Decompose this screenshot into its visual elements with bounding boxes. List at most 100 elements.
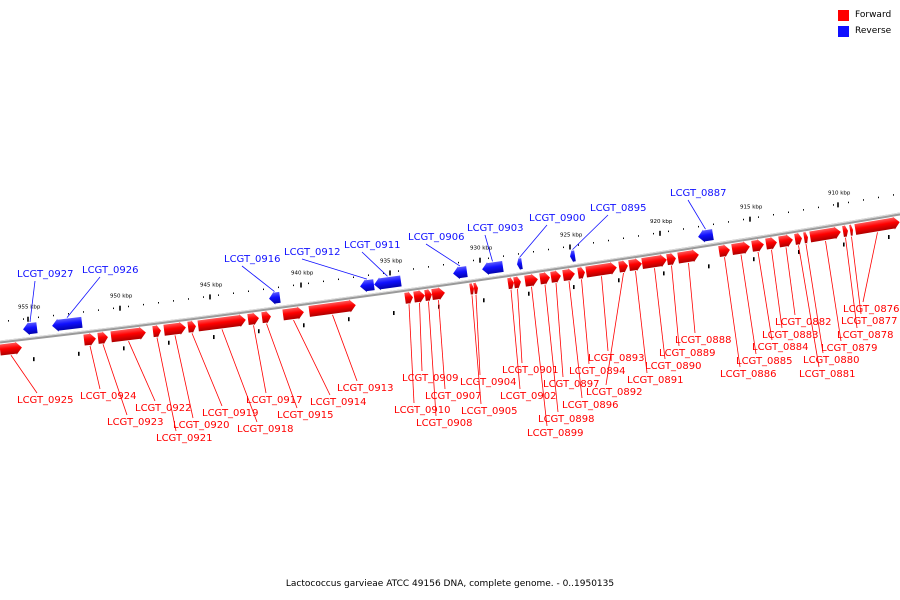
gene-label: LCGT_0879 bbox=[821, 343, 878, 354]
scale-tick: 945 kbp bbox=[200, 282, 223, 300]
gene-arrow bbox=[677, 249, 699, 264]
strand-mark bbox=[663, 271, 665, 276]
gene-arrow bbox=[765, 236, 777, 250]
leader-line bbox=[688, 262, 696, 334]
scale-minor-tick bbox=[128, 305, 129, 308]
gene-arrow bbox=[97, 331, 108, 345]
gene-label: LCGT_0902 bbox=[500, 391, 557, 402]
gene-label: LCGT_0910 bbox=[394, 405, 451, 416]
leader-line bbox=[253, 325, 267, 394]
strand-mark bbox=[753, 257, 755, 262]
gene-label: LCGT_0916 bbox=[224, 254, 281, 265]
gene-label: LCGT_0894 bbox=[569, 366, 626, 377]
scale-minor-tick bbox=[563, 246, 564, 249]
leader-line bbox=[408, 304, 415, 404]
leader-line bbox=[519, 224, 548, 258]
genome-backbone-highlight bbox=[0, 212, 900, 342]
scale-tick-label: 930 kbp bbox=[470, 246, 493, 252]
gene-arrow bbox=[0, 341, 22, 356]
gene-label: LCGT_0909 bbox=[402, 373, 459, 384]
scale-minor-tick bbox=[833, 204, 834, 206]
gene-arrow bbox=[809, 226, 841, 243]
scale-tick-label: 945 kbp bbox=[200, 282, 223, 288]
leader-line bbox=[425, 243, 461, 267]
scale-minor-tick bbox=[593, 242, 594, 244]
strand-mark bbox=[168, 340, 170, 345]
leader-line bbox=[825, 240, 842, 342]
leader-line bbox=[740, 254, 757, 355]
scale-minor-tick bbox=[518, 253, 519, 255]
gene-label: LCGT_0893 bbox=[588, 353, 645, 364]
scale-minor-tick bbox=[398, 270, 399, 272]
scale-tick: 925 kbp bbox=[560, 233, 583, 250]
gene-label: LCGT_0881 bbox=[799, 369, 856, 380]
gene-label: LCGT_0884 bbox=[752, 342, 809, 353]
scale-minor-tick bbox=[728, 221, 729, 223]
leader-line bbox=[156, 337, 177, 432]
gene-arrow bbox=[731, 241, 750, 255]
strand-mark bbox=[33, 357, 35, 362]
strand-mark bbox=[123, 346, 125, 351]
gene-arrow bbox=[507, 276, 514, 290]
leader-line bbox=[687, 199, 706, 230]
scale-minor-tick bbox=[878, 196, 879, 199]
gene-arrow bbox=[849, 223, 853, 237]
leader-line bbox=[221, 329, 258, 423]
gene-arrow bbox=[842, 224, 848, 238]
gene-arrow bbox=[261, 310, 271, 324]
gene-arrow bbox=[431, 287, 445, 300]
gene-label: LCGT_0912 bbox=[284, 247, 341, 258]
gene-label: LCGT_0914 bbox=[310, 397, 367, 408]
gene-labels: LCGT_0927 LCGT_0926LCGT_0916LCGT_0912LCGT… bbox=[17, 188, 900, 444]
scale-minor-tick bbox=[308, 282, 309, 285]
scale-minor-tick bbox=[23, 318, 24, 320]
leader-line bbox=[572, 214, 609, 250]
gene-label: LCGT_0886 bbox=[720, 369, 777, 380]
gene-arrow bbox=[751, 238, 764, 252]
gene-label: LCGT_0898 bbox=[538, 414, 595, 425]
scale-minor-tick bbox=[848, 201, 849, 204]
gene-arrow bbox=[482, 260, 504, 275]
leader-line bbox=[266, 323, 298, 409]
strand-mark bbox=[618, 278, 620, 283]
gene-label: LCGT_0913 bbox=[337, 383, 394, 394]
scale-tick-label: 940 kbp bbox=[291, 271, 314, 277]
scale-minor-tick bbox=[8, 320, 9, 322]
gene-label: LCGT_0890 bbox=[645, 361, 702, 372]
gene-label: LCGT_0889 bbox=[659, 348, 716, 359]
scale-minor-tick bbox=[473, 259, 474, 262]
legend-label-forward: Forward bbox=[855, 10, 892, 20]
forward-swatch-icon bbox=[838, 9, 849, 21]
gene-label: LCGT_0918 bbox=[237, 424, 294, 435]
legend: Forward Reverse bbox=[838, 8, 891, 40]
scale-minor-tick bbox=[638, 235, 639, 237]
leader-line bbox=[568, 281, 583, 399]
leader-line bbox=[102, 344, 128, 416]
scale-minor-tick bbox=[443, 263, 444, 266]
scale-tick: 950 kbp bbox=[110, 294, 133, 311]
strand-mark bbox=[348, 317, 350, 322]
gene-label: LCGT_0923 bbox=[107, 417, 164, 428]
scale-minor-tick bbox=[488, 257, 489, 260]
scale-minor-tick bbox=[428, 266, 429, 268]
strand-mark bbox=[393, 311, 395, 316]
leader-line bbox=[805, 244, 824, 354]
gene-arrow bbox=[524, 273, 538, 287]
leader-line bbox=[174, 335, 194, 419]
scale-minor-tick bbox=[668, 230, 669, 233]
gene-label: LCGT_0896 bbox=[562, 400, 619, 411]
scale-minor-tick bbox=[548, 248, 549, 251]
scale-minor-tick bbox=[413, 268, 414, 270]
gene-label: LCGT_0922 bbox=[135, 403, 192, 414]
leader-line bbox=[10, 354, 38, 394]
gene-arrow bbox=[197, 314, 246, 332]
gene-label: LCGT_0892 bbox=[586, 387, 643, 398]
gene-arrow bbox=[803, 231, 808, 245]
gene-label: LCGT_0917 bbox=[246, 395, 303, 406]
scale-minor-tick bbox=[278, 286, 279, 289]
strand-mark bbox=[888, 235, 890, 240]
leader-line bbox=[475, 294, 481, 376]
leader-line bbox=[419, 302, 423, 372]
scale-minor-tick bbox=[218, 294, 219, 296]
